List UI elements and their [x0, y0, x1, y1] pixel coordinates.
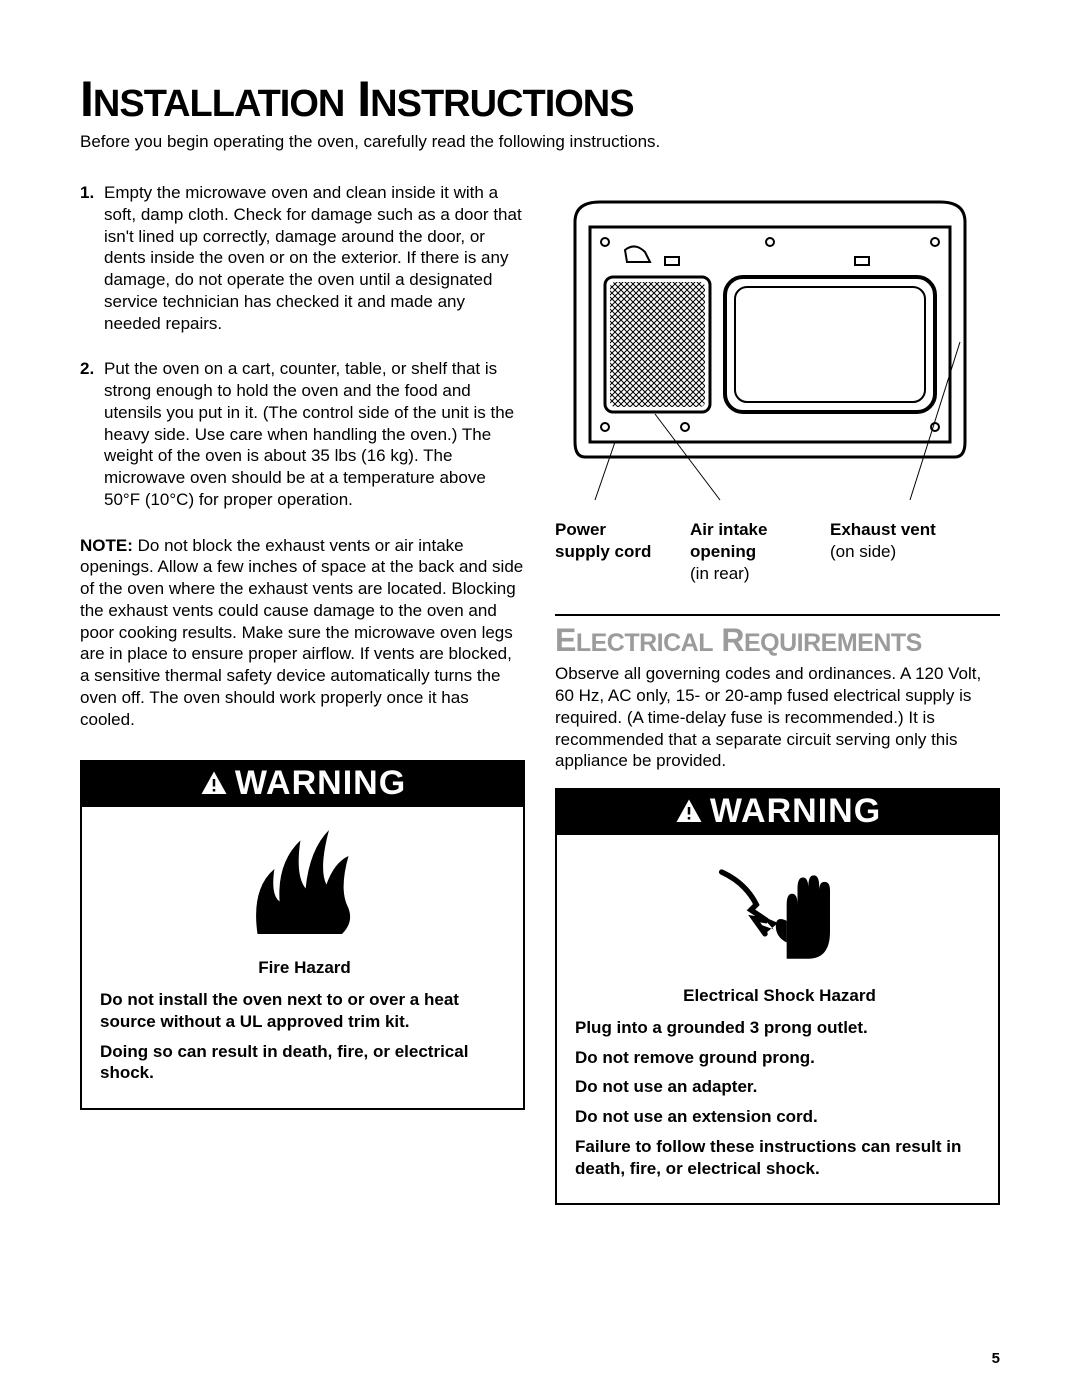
label-exhaust-vent: Exhaust vent (on side): [830, 519, 966, 584]
label-air-intake: Air intake opening (in rear): [690, 519, 830, 584]
warning-line: Do not install the oven next to or over …: [100, 989, 509, 1033]
oven-back-illustration: [555, 182, 985, 502]
page-title: INSTALLATION INSTRUCTIONS: [80, 70, 1000, 128]
warning-line: Plug into a grounded 3 prong outlet.: [575, 1017, 984, 1039]
shock-warning-text: Electrical Shock Hazard Plug into a grou…: [557, 985, 998, 1203]
shock-icon-area: [557, 835, 998, 985]
shock-warning-box: WARNING Electrical Shock Hazard Plug int…: [555, 788, 1000, 1205]
right-column: Power supply cord Air intake opening (in…: [555, 182, 1000, 1225]
alert-triangle-icon: [199, 769, 229, 799]
alert-triangle-icon: [674, 797, 704, 827]
warning-line: Do not remove ground prong.: [575, 1047, 984, 1069]
note-paragraph: NOTE: Do not block the exhaust vents or …: [80, 535, 525, 731]
warning-line: Do not use an adapter.: [575, 1076, 984, 1098]
left-column: Empty the microwave oven and clean insid…: [80, 182, 525, 1225]
warning-label: WARNING: [235, 764, 406, 803]
warning-label: WARNING: [710, 792, 881, 831]
fire-icon-area: [82, 807, 523, 957]
fire-warning-box: WARNING Fire Hazard Do not install the o…: [80, 760, 525, 1110]
electrical-requirements-title: ELECTRICAL REQUIREMENTS: [555, 622, 1000, 659]
hazard-title: Electrical Shock Hazard: [575, 985, 984, 1007]
shock-hand-icon: [713, 845, 843, 975]
note-body: Do not block the exhaust vents or air in…: [80, 536, 523, 729]
warning-line: Failure to follow these instructions can…: [575, 1136, 984, 1180]
fire-warning-text: Fire Hazard Do not install the oven next…: [82, 957, 523, 1108]
fire-icon: [238, 817, 368, 947]
hazard-title: Fire Hazard: [100, 957, 509, 979]
warning-header: WARNING: [82, 762, 523, 807]
instruction-list: Empty the microwave oven and clean insid…: [80, 182, 525, 511]
warning-line: Do not use an extension cord.: [575, 1106, 984, 1128]
page-subtitle: Before you begin operating the oven, car…: [80, 132, 1000, 152]
section-divider: [555, 614, 1000, 616]
diagram-labels: Power supply cord Air intake opening (in…: [555, 519, 1000, 584]
electrical-body: Observe all governing codes and ordinanc…: [555, 663, 1000, 772]
note-label: NOTE:: [80, 536, 133, 555]
warning-header: WARNING: [557, 790, 998, 835]
page-number: 5: [992, 1350, 1000, 1367]
instruction-item: Empty the microwave oven and clean insid…: [104, 182, 525, 334]
oven-diagram: [555, 182, 1000, 507]
instruction-item: Put the oven on a cart, counter, table, …: [104, 358, 525, 510]
warning-line: Doing so can result in death, fire, or e…: [100, 1041, 509, 1085]
label-power-cord: Power supply cord: [555, 519, 690, 584]
